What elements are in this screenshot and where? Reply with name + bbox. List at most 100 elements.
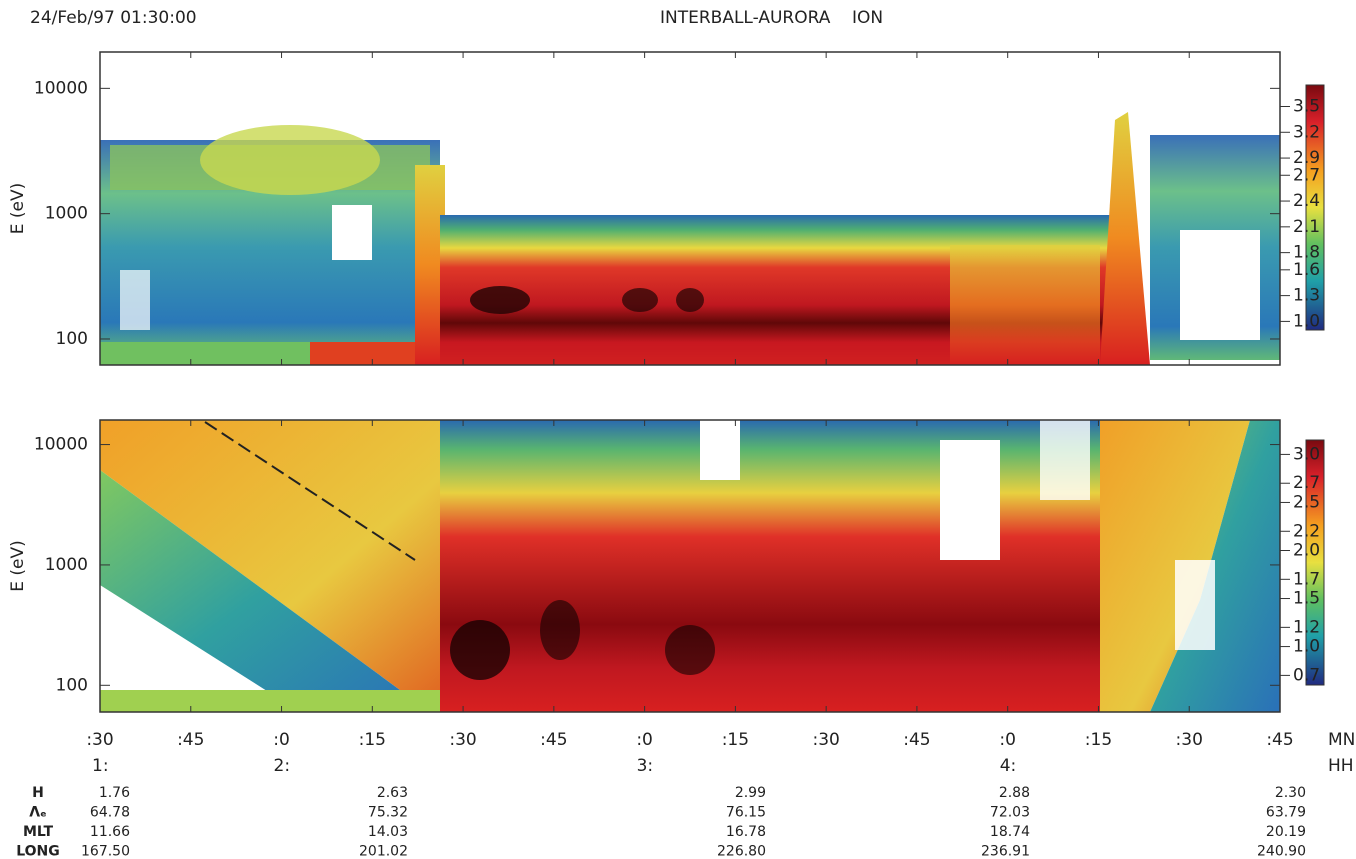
x-tick-label: :45 <box>1266 730 1293 750</box>
cell: 2.88 <box>999 785 1030 801</box>
colorbar-tick-label: 2.9 <box>1293 148 1320 168</box>
plot-frame <box>99 419 1281 713</box>
row-label: Λₑ <box>29 805 47 821</box>
region <box>200 125 380 195</box>
colorbar-tick-label: 1.2 <box>1293 617 1320 637</box>
colorbar-tick-label: 2.1 <box>1293 217 1320 237</box>
x-tick-label: :15 <box>1085 730 1112 750</box>
colorbar-tick-label: 2.2 <box>1293 521 1320 541</box>
cell: 201.02 <box>359 844 408 859</box>
region <box>100 470 430 712</box>
colorbar-tick-label: 3.5 <box>1293 96 1320 116</box>
plot-frame <box>99 51 1281 366</box>
cell: 1.76 <box>99 785 130 801</box>
region <box>950 245 1100 365</box>
region <box>440 420 1100 712</box>
cell: 2.99 <box>735 785 766 801</box>
region <box>1100 112 1150 365</box>
region <box>700 420 740 480</box>
cell: 2.63 <box>377 785 408 801</box>
ephemeris: H 1.76 2.63 2.99 2.88 2.30 Λₑ 64.78 75.32 76.15 72… <box>16 785 1306 859</box>
colorbar-tick-label: 1.7 <box>1293 569 1320 589</box>
colorbar-tick-label: 1.0 <box>1293 637 1320 657</box>
colorbar-tick-label: 1.3 <box>1293 286 1320 306</box>
region <box>310 342 430 365</box>
cell: 64.78 <box>90 805 130 821</box>
region <box>665 625 715 675</box>
y-axis-label: E (eV) <box>8 540 28 592</box>
region <box>940 440 1000 560</box>
minute-unit: MN <box>1328 730 1355 750</box>
row-label: LONG <box>16 844 60 859</box>
colorbar-tick-label: 1.6 <box>1293 260 1320 280</box>
x-tick-label: :30 <box>449 730 476 750</box>
region <box>470 286 530 314</box>
colorbar-tick-label: 2.7 <box>1293 473 1320 493</box>
cell: 14.03 <box>368 824 408 840</box>
cell: 11.66 <box>90 824 130 840</box>
colorbar-tick-label: 1.5 <box>1293 589 1320 609</box>
x-tick-label: :0 <box>273 730 290 750</box>
colorbar-tick-label: 2.4 <box>1293 191 1320 211</box>
datetime: 24/Feb/97 01:30:00 <box>30 8 197 28</box>
hour-label: 4: <box>1000 756 1017 776</box>
row-label: MLT <box>23 824 54 840</box>
colorbar-tick-label: 0.7 <box>1293 665 1320 685</box>
x-tick-label: :45 <box>903 730 930 750</box>
hour-label: 3: <box>637 756 654 776</box>
x-tick-label: :15 <box>722 730 749 750</box>
y-tick-label: 1000 <box>45 204 88 224</box>
x-tick-label: :0 <box>636 730 653 750</box>
cell: 72.03 <box>990 805 1030 821</box>
row-label: H <box>32 785 44 801</box>
cell: 226.80 <box>717 844 766 859</box>
cell: 16.78 <box>726 824 766 840</box>
y-tick-label: 100 <box>56 675 88 695</box>
cell: 75.32 <box>368 805 408 821</box>
cell: 2.30 <box>1275 785 1306 801</box>
colorbar-tick-label: 2.7 <box>1293 165 1320 185</box>
title: INTERBALL-AURORA ION <box>660 8 883 28</box>
x-tick-label: :30 <box>1176 730 1203 750</box>
colorbar-tick-label: 3.2 <box>1293 122 1320 142</box>
colorbar <box>1305 84 1325 331</box>
cell: 240.90 <box>1257 844 1306 859</box>
hour-label: 1: <box>92 756 109 776</box>
cell: 76.15 <box>726 805 766 821</box>
region <box>540 600 580 660</box>
spectrogram-top <box>100 112 1280 365</box>
y-tick-label: 1000 <box>45 555 88 575</box>
x-tick-label: :0 <box>999 730 1016 750</box>
region <box>676 288 704 312</box>
y-tick-label: 10000 <box>34 78 88 98</box>
x-tick-label: :30 <box>812 730 839 750</box>
dashed-line <box>204 421 416 561</box>
spectrogram-bottom <box>100 420 1280 712</box>
region <box>1175 560 1215 650</box>
cell: 18.74 <box>990 824 1030 840</box>
colorbar-tick-label: 3.0 <box>1293 444 1320 464</box>
cell: 236.91 <box>981 844 1030 859</box>
x-tick-label: :45 <box>177 730 204 750</box>
hour-label: 2: <box>274 756 291 776</box>
colorbar-tick-label: 1.8 <box>1293 243 1320 263</box>
colorbar-tick-label: 2.5 <box>1293 492 1320 512</box>
x-tick-label: :15 <box>359 730 386 750</box>
x-tick-label: :45 <box>540 730 567 750</box>
cell: 20.19 <box>1266 824 1306 840</box>
colorbar-tick-label: 2.0 <box>1293 540 1320 560</box>
region <box>450 620 510 680</box>
region <box>120 270 150 330</box>
hour-unit: HH <box>1328 756 1354 776</box>
region <box>100 420 440 712</box>
colorbar-tick-label: 1.0 <box>1293 311 1320 331</box>
region <box>332 205 372 260</box>
y-tick-label: 10000 <box>34 435 88 455</box>
x-tick-label: :30 <box>86 730 113 750</box>
region <box>1180 230 1260 340</box>
colorbar <box>1305 439 1325 686</box>
region <box>1040 420 1090 500</box>
cell: 63.79 <box>1266 805 1306 821</box>
